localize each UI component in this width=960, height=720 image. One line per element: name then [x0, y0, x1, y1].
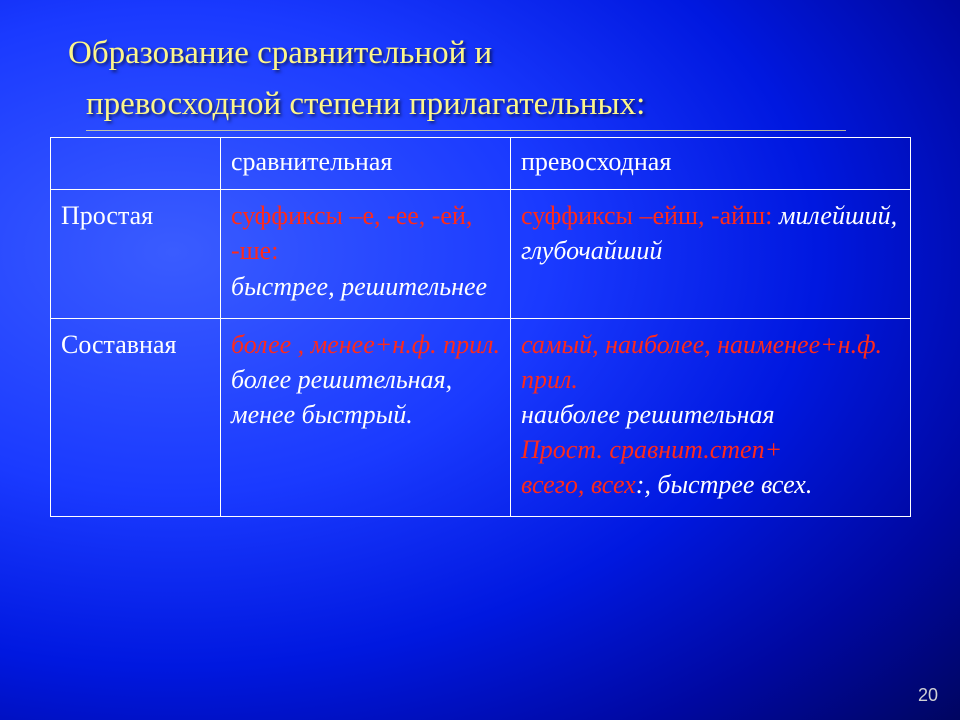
- cell-simple-superlative: суффиксы –ейш, -айш: милейший, глубочайш…: [511, 190, 911, 318]
- row-compound: Составная более , менее+н.ф. прил. более…: [51, 318, 911, 516]
- cell-simple-comparative: суффиксы –е, -ее, -ей, -ше: быстрее, реш…: [221, 190, 511, 318]
- page-number: 20: [918, 685, 938, 706]
- comparison-table: сравнительная превосходная Простая суффи…: [50, 137, 911, 517]
- compound-sup-example-2: быстрее всех.: [657, 470, 812, 499]
- simple-sup-rule: суффиксы –ейш, -айш:: [521, 201, 772, 230]
- compound-sup-rule-3a: всего, всех: [521, 470, 636, 499]
- simple-comp-example: быстрее, решительнее: [231, 272, 487, 301]
- cell-compound-superlative: самый, наиболее, наименее+н.ф. прил. наи…: [511, 318, 911, 516]
- simple-comp-rule: суффиксы –е, -ее, -ей, -ше:: [231, 201, 472, 265]
- header-superlative: превосходная: [511, 138, 911, 190]
- compound-sup-rule-2: Прост. сравнит.степ+: [521, 435, 782, 464]
- table-header-row: сравнительная превосходная: [51, 138, 911, 190]
- title-line-2: превосходной степени прилагательных:: [86, 86, 645, 122]
- slide-title: Образование сравнительной и превосходной…: [50, 28, 910, 131]
- row-simple: Простая суффиксы –е, -ее, -ей, -ше: быст…: [51, 190, 911, 318]
- header-empty: [51, 138, 221, 190]
- compound-comp-rule: более , менее+н.ф. прил.: [231, 330, 500, 359]
- title-line-1: Образование сравнительной и: [68, 35, 492, 71]
- compound-sup-rule: самый, наиболее, наименее+н.ф. прил.: [521, 330, 882, 394]
- slide: Образование сравнительной и превосходной…: [0, 0, 960, 517]
- row-simple-label: Простая: [51, 190, 221, 318]
- cell-compound-comparative: более , менее+н.ф. прил. более решительн…: [221, 318, 511, 516]
- compound-comp-example: более решительная, менее быстрый.: [231, 365, 452, 429]
- compound-sup-example-1: наиболее решительная: [521, 400, 775, 429]
- compound-sup-rule-3b: :,: [636, 470, 658, 499]
- header-comparative: сравнительная: [221, 138, 511, 190]
- row-compound-label: Составная: [51, 318, 221, 516]
